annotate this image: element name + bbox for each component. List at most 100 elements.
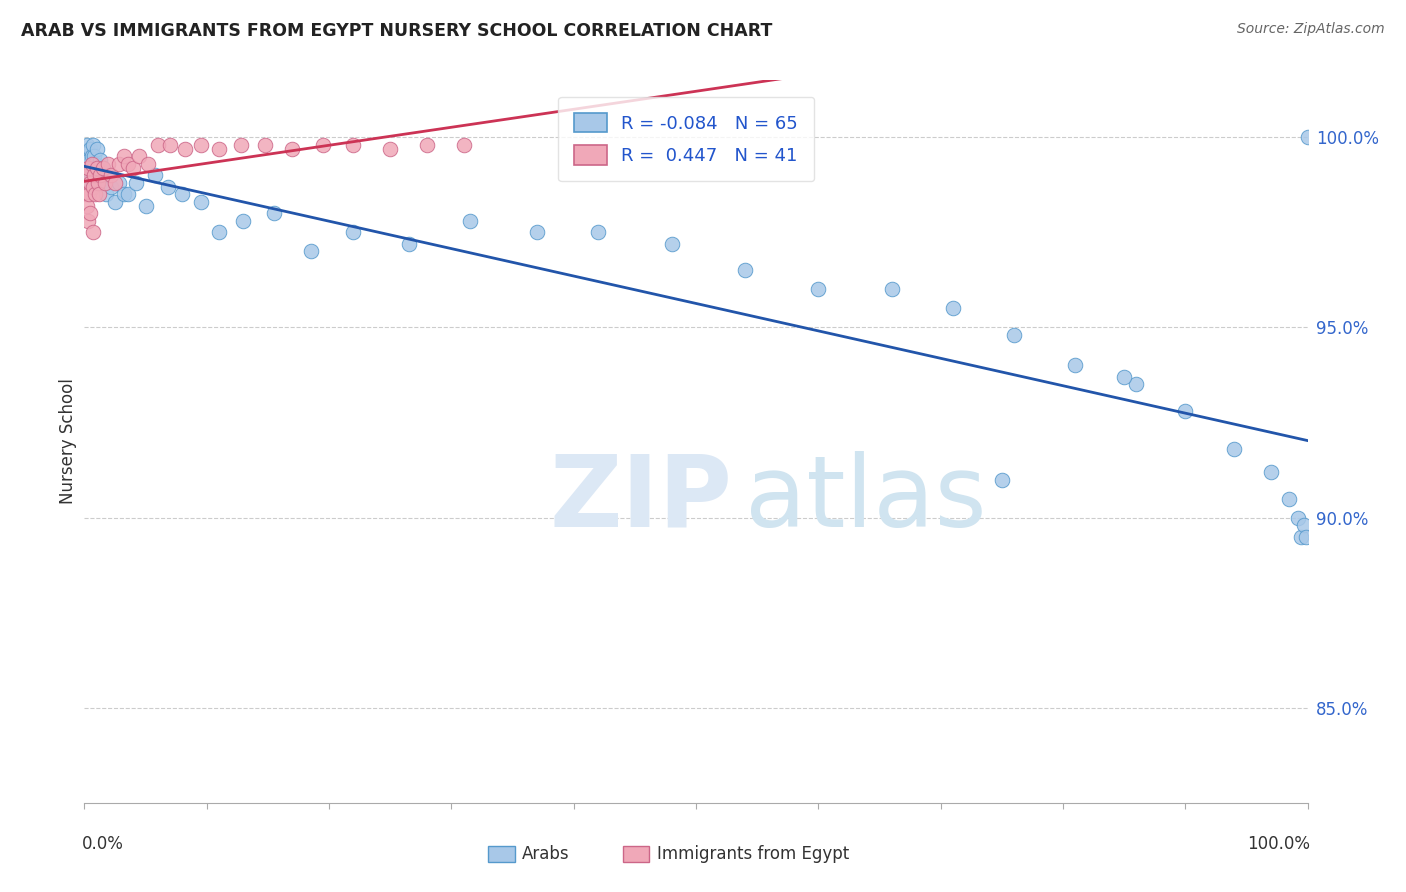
Point — [97, 169, 120, 183]
Point — [76, 157, 98, 171]
Point — [77, 161, 100, 175]
Point — [80, 149, 103, 163]
Point — [87, 161, 110, 175]
Point — [734, 263, 756, 277]
Point — [991, 473, 1014, 487]
Point — [190, 194, 212, 209]
Point — [229, 137, 252, 152]
Point — [112, 149, 135, 163]
Point — [1223, 442, 1246, 457]
Point — [1002, 328, 1025, 343]
Point — [342, 137, 364, 152]
Point — [107, 157, 129, 171]
Point — [83, 169, 105, 183]
Point — [77, 169, 100, 183]
Point — [100, 179, 122, 194]
Point — [90, 176, 112, 190]
Point — [94, 176, 117, 190]
Point — [1291, 530, 1313, 544]
Point — [75, 149, 97, 163]
Point — [96, 187, 118, 202]
Point — [76, 199, 98, 213]
Point — [1260, 465, 1282, 479]
Point — [232, 214, 254, 228]
Point — [1174, 404, 1197, 418]
Point — [107, 176, 129, 190]
Point — [416, 137, 439, 152]
Point — [143, 169, 166, 183]
Point — [453, 137, 475, 152]
Point — [97, 157, 120, 171]
Point — [77, 214, 100, 228]
Point — [156, 179, 179, 194]
Point — [77, 187, 100, 202]
Text: ARAB VS IMMIGRANTS FROM EGYPT NURSERY SCHOOL CORRELATION CHART: ARAB VS IMMIGRANTS FROM EGYPT NURSERY SC… — [21, 22, 772, 40]
Point — [80, 172, 103, 186]
Point — [82, 179, 104, 194]
Point — [1286, 510, 1309, 524]
Point — [342, 226, 364, 240]
Point — [136, 157, 159, 171]
Point — [87, 169, 110, 183]
Point — [122, 161, 145, 175]
Point — [104, 194, 127, 209]
Point — [299, 244, 322, 259]
Point — [172, 187, 194, 202]
Point — [89, 169, 111, 183]
Text: Source: ZipAtlas.com: Source: ZipAtlas.com — [1237, 22, 1385, 37]
Text: Immigrants from Egypt: Immigrants from Egypt — [657, 845, 849, 863]
Text: 0.0%: 0.0% — [82, 835, 124, 854]
Bar — [623, 847, 650, 862]
Point — [942, 301, 965, 316]
Point — [526, 226, 548, 240]
Point — [77, 153, 100, 168]
Point — [159, 137, 181, 152]
Point — [312, 137, 335, 152]
Point — [117, 187, 139, 202]
Point — [82, 161, 104, 175]
Point — [146, 137, 169, 152]
Point — [586, 226, 609, 240]
Point — [1114, 370, 1136, 384]
Point — [84, 157, 107, 171]
Text: Arabs: Arabs — [522, 845, 569, 863]
Y-axis label: Nursery School: Nursery School — [59, 378, 77, 505]
Point — [79, 176, 101, 190]
Legend: R = -0.084   N = 65, R =  0.447   N = 41: R = -0.084 N = 65, R = 0.447 N = 41 — [558, 96, 814, 181]
Text: ZIP: ZIP — [550, 450, 733, 548]
Point — [458, 214, 481, 228]
Point — [84, 187, 107, 202]
Point — [82, 137, 104, 152]
Point — [880, 282, 903, 296]
Point — [208, 226, 231, 240]
Point — [112, 187, 135, 202]
Point — [76, 137, 98, 152]
Point — [208, 142, 231, 156]
Point — [1296, 130, 1319, 145]
Point — [76, 169, 98, 183]
Point — [86, 142, 108, 156]
Point — [117, 157, 139, 171]
Point — [93, 169, 115, 183]
Point — [1278, 491, 1301, 506]
Point — [380, 142, 402, 156]
Point — [79, 164, 101, 178]
Point — [86, 176, 108, 190]
Point — [75, 187, 97, 202]
Point — [79, 206, 101, 220]
Point — [83, 149, 105, 163]
Point — [91, 161, 114, 175]
Point — [77, 176, 100, 190]
Point — [661, 236, 683, 251]
Point — [1295, 530, 1317, 544]
Point — [82, 226, 104, 240]
Point — [91, 161, 114, 175]
Point — [1125, 377, 1147, 392]
Point — [263, 206, 285, 220]
Point — [87, 187, 110, 202]
Point — [77, 145, 100, 160]
Point — [807, 282, 830, 296]
Point — [125, 176, 148, 190]
Point — [86, 161, 108, 175]
Text: 100.0%: 100.0% — [1247, 835, 1310, 854]
